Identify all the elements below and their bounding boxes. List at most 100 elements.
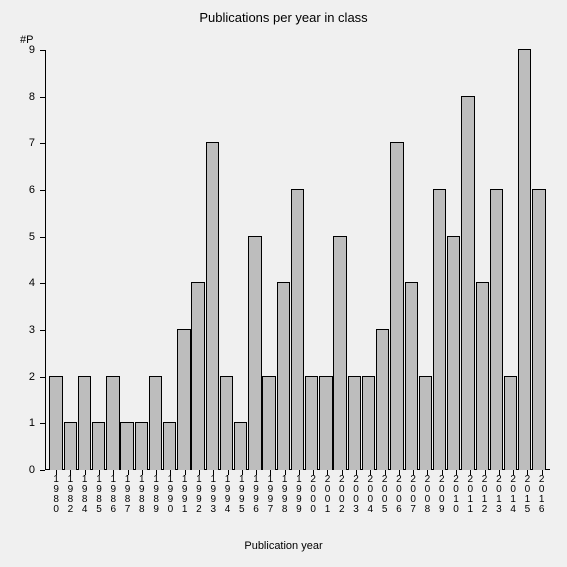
x-tick: 1989: [149, 475, 163, 515]
x-tick-label: 1986: [108, 475, 118, 515]
bar-slot: [447, 50, 461, 470]
x-tick: 2009: [435, 475, 449, 515]
x-tick: 1998: [278, 475, 292, 515]
x-axis-label: Publication year: [0, 540, 567, 552]
bar-slot: [305, 50, 319, 470]
bar-slot: [63, 50, 77, 470]
x-tick-mark: [199, 470, 200, 475]
x-tick-label: 1991: [180, 475, 190, 515]
x-tick-label: 1994: [223, 475, 233, 515]
bar: [419, 376, 432, 470]
x-tick-label: 2006: [394, 475, 404, 515]
x-tick-mark: [342, 470, 343, 475]
x-tick: 1997: [263, 475, 277, 515]
x-tick-label: 2004: [365, 475, 375, 515]
bar: [362, 376, 375, 470]
bar: [518, 49, 531, 470]
x-tick-mark: [385, 470, 386, 475]
x-tick: 2002: [335, 475, 349, 515]
x-tick: 1993: [206, 475, 220, 515]
y-tick-label: 7: [29, 137, 45, 149]
x-tick-mark: [370, 470, 371, 475]
x-tick: 1996: [249, 475, 263, 515]
bar: [376, 329, 389, 470]
bar-slot: [219, 50, 233, 470]
x-tick: 2004: [363, 475, 377, 515]
bar: [206, 142, 219, 470]
x-tick: 2006: [392, 475, 406, 515]
bar-slot: [532, 50, 546, 470]
x-tick-mark: [527, 470, 528, 475]
x-tick-mark: [213, 470, 214, 475]
bar: [476, 282, 489, 470]
x-tick: 2011: [463, 475, 477, 515]
x-tick-mark: [242, 470, 243, 475]
x-tick: 2010: [449, 475, 463, 515]
x-tick-label: 1995: [237, 475, 247, 515]
x-tick: 2005: [377, 475, 391, 515]
x-tick: 2008: [420, 475, 434, 515]
chart-title: Publications per year in class: [0, 10, 567, 25]
x-tick-mark: [542, 470, 543, 475]
bar: [447, 236, 460, 470]
x-tick-mark: [99, 470, 100, 475]
x-tick: 2015: [520, 475, 534, 515]
bar: [532, 189, 545, 470]
x-tick: 1986: [106, 475, 120, 515]
x-tick-mark: [513, 470, 514, 475]
x-tick-label: 1984: [80, 475, 90, 515]
bar: [291, 189, 304, 470]
y-tick-label: 4: [29, 277, 45, 289]
x-tick-mark: [299, 470, 300, 475]
x-tick-mark: [313, 470, 314, 475]
bar-slot: [418, 50, 432, 470]
bar-slot: [319, 50, 333, 470]
x-tick-label: 2005: [380, 475, 390, 515]
x-tick: 1991: [178, 475, 192, 515]
y-axis: [45, 50, 46, 470]
x-tick-mark: [70, 470, 71, 475]
bar-slot: [475, 50, 489, 470]
x-tick: 2003: [349, 475, 363, 515]
bar-slot: [504, 50, 518, 470]
x-tick-label: 1985: [94, 475, 104, 515]
y-tick-label: 3: [29, 324, 45, 336]
x-tick: 2016: [535, 475, 549, 515]
bar-slot: [148, 50, 162, 470]
bar: [177, 329, 190, 470]
bar: [120, 422, 133, 470]
bar-slot: [276, 50, 290, 470]
x-tick-mark: [285, 470, 286, 475]
x-tick-mark: [85, 470, 86, 475]
x-tick: 2014: [506, 475, 520, 515]
x-tick-mark: [113, 470, 114, 475]
bar-slot: [234, 50, 248, 470]
x-tick-mark: [228, 470, 229, 475]
x-tick-label: 1989: [151, 475, 161, 515]
x-ticks-group: 1980198219841985198619871988198919901991…: [49, 475, 549, 515]
x-tick-label: 2001: [322, 475, 332, 515]
x-tick-label: 2008: [422, 475, 432, 515]
x-tick: 1990: [163, 475, 177, 515]
bar: [234, 422, 247, 470]
x-tick-mark: [470, 470, 471, 475]
x-tick-label: 1987: [123, 475, 133, 515]
x-tick-label: 2014: [508, 475, 518, 515]
bar: [319, 376, 332, 470]
bar: [490, 189, 503, 470]
x-tick-label: 2016: [537, 475, 547, 515]
bar-slot: [376, 50, 390, 470]
bar-slot: [120, 50, 134, 470]
x-tick-label: 2003: [351, 475, 361, 515]
plot-area: 0123456789: [45, 50, 550, 470]
bar: [220, 376, 233, 470]
x-tick-mark: [427, 470, 428, 475]
bar-slot: [134, 50, 148, 470]
x-tick-label: 2002: [337, 475, 347, 515]
bar: [348, 376, 361, 470]
x-tick-label: 1999: [294, 475, 304, 515]
bar: [405, 282, 418, 470]
y-tick-label: 2: [29, 371, 45, 383]
x-tick-mark: [456, 470, 457, 475]
x-tick: 1999: [292, 475, 306, 515]
